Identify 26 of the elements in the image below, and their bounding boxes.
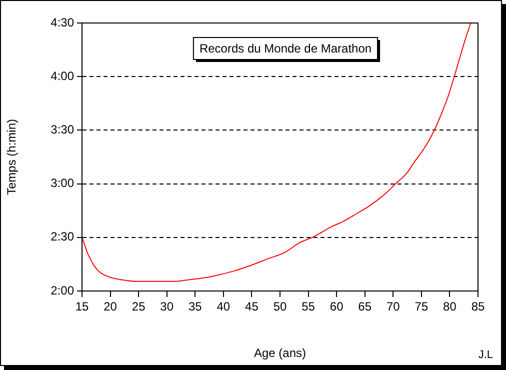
text: Records du Monde de Marathon — [199, 41, 372, 56]
text: J.L — [478, 349, 493, 361]
y-tick-label: 2:00 — [50, 283, 74, 298]
x-tick-label: 85 — [471, 300, 485, 314]
x-axis-title: Age (ans) — [254, 346, 306, 360]
x-tick-label: 65 — [358, 300, 372, 314]
x-tick-label: 35 — [188, 300, 202, 314]
x-tick-label: 55 — [302, 300, 316, 314]
y-axis-title: Temps (h:min) — [4, 118, 19, 196]
y-tick-label: 3:00 — [50, 176, 74, 190]
x-tick-label: 40 — [216, 300, 230, 314]
y-tick-label: 4:00 — [50, 68, 74, 83]
y-tick-label: 4:30 — [50, 15, 74, 30]
x-tick-label: 25 — [132, 300, 146, 314]
x-tick-label: 70 — [386, 300, 400, 314]
x-tick-label: 75 — [414, 300, 428, 314]
x-tick-label: 45 — [245, 300, 259, 314]
x-tick-label: 20 — [104, 300, 118, 314]
x-tick-label: 50 — [273, 300, 287, 314]
x-tick-label: 80 — [443, 300, 457, 314]
line-series — [82, 23, 472, 282]
y-tick-label: 3:30 — [50, 122, 74, 137]
x-tick-label: 15 — [75, 300, 89, 314]
y-tick-label: 2:30 — [50, 230, 74, 244]
x-tick-label: 60 — [330, 300, 344, 314]
x-tick-label: 30 — [160, 300, 174, 314]
